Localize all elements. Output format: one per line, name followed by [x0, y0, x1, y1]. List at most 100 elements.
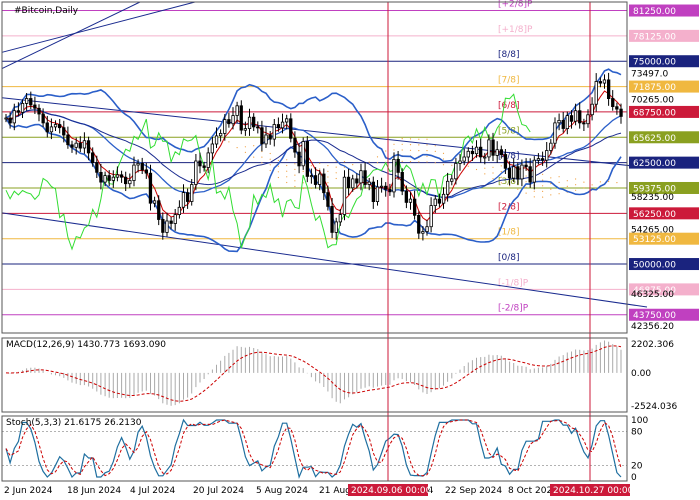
- price-tag-box: [629, 283, 699, 296]
- cloud-dot: [542, 179, 544, 181]
- cloud-dot: [500, 171, 502, 173]
- candle-body: [569, 115, 574, 122]
- candle-body: [95, 162, 99, 173]
- candle-body: [161, 218, 165, 233]
- candle-body: [82, 140, 87, 149]
- cloud-dot: [599, 181, 602, 183]
- candle-body: [247, 116, 252, 129]
- cloud-dot: [253, 145, 255, 147]
- candle-body: [499, 149, 504, 155]
- stoch-tick-label: 20: [631, 462, 643, 472]
- candle-body: [573, 110, 578, 122]
- panel-frame: [1, 337, 628, 413]
- candle-body: [338, 214, 343, 223]
- time-marker-box: [348, 484, 428, 496]
- candle-body: [20, 103, 25, 113]
- cloud-dot: [302, 187, 304, 190]
- price-tag: 53125.00: [633, 235, 676, 245]
- trendline-upper: [1, 97, 648, 168]
- candle-body: [441, 193, 446, 204]
- murrey-label: [6/8]: [498, 101, 520, 111]
- candle-body: [379, 185, 384, 188]
- cloud-dot: [343, 161, 346, 163]
- macd-tick-label: -2524.036: [631, 402, 677, 412]
- candle-body: [140, 162, 144, 171]
- cloud-dot: [475, 168, 478, 171]
- cloud-dot: [566, 185, 568, 187]
- stochastic-plot: [2, 418, 627, 479]
- candle-body: [408, 198, 413, 203]
- candle-body: [346, 176, 351, 189]
- price-tag-box: [629, 4, 699, 17]
- price-tick-label: 73497.0: [631, 69, 668, 79]
- cloud-dot: [550, 194, 552, 196]
- cloud-dot: [434, 150, 436, 152]
- cloud-dot: [385, 150, 387, 152]
- candle-body: [520, 164, 524, 180]
- cloud-dot: [575, 178, 577, 180]
- cloud-dot: [558, 193, 560, 195]
- candle-body: [330, 205, 334, 233]
- cloud-dot: [294, 185, 296, 188]
- candle-body: [243, 128, 248, 131]
- cloud-dot: [616, 182, 618, 184]
- price-tag: 59375.00: [633, 184, 676, 194]
- macd-plot: [5, 340, 622, 406]
- candle-body: [53, 124, 58, 128]
- candle-body: [611, 98, 615, 108]
- candle-body: [12, 110, 16, 124]
- candle-body: [194, 160, 198, 185]
- candle-body: [594, 81, 598, 105]
- candle-body: [549, 142, 553, 151]
- cloud-dot: [525, 175, 527, 177]
- cloud-dot: [236, 147, 238, 149]
- cloud-dot: [277, 159, 279, 162]
- bollinger-lower: [5, 117, 622, 253]
- price-tag: 65625.00: [633, 134, 676, 144]
- time-tick-label: 8 Oct 2024: [508, 486, 558, 496]
- price-tick-label: 54265.00: [631, 225, 674, 235]
- candle-body: [450, 178, 454, 182]
- candle-body: [177, 206, 182, 216]
- candle-body: [317, 173, 322, 185]
- cloud-dot: [261, 156, 263, 158]
- trendline-steep-2: [1, 1, 141, 69]
- candle-body: [276, 124, 281, 129]
- candle-body: [218, 132, 223, 137]
- panel-frame: [1, 1, 628, 334]
- cloud-dot: [327, 165, 329, 167]
- candle-body: [148, 172, 153, 204]
- time-tick-label: 2 Jun 2024: [4, 486, 53, 496]
- murrey-label: [-2/8]P: [498, 304, 529, 314]
- cloud-dot: [310, 165, 312, 167]
- candle-body: [565, 115, 569, 129]
- candle-body: [553, 122, 557, 144]
- cloud-dot: [509, 185, 511, 187]
- murrey-label: [7/8]: [498, 76, 520, 86]
- price-tag-box: [629, 55, 699, 68]
- candle-body: [400, 171, 404, 192]
- cloud-dot: [401, 160, 403, 162]
- candle-body: [235, 105, 239, 116]
- candle-body: [289, 118, 293, 139]
- candle-body: [227, 119, 231, 125]
- cloud-dot: [269, 158, 271, 160]
- murrey-label: [4/8]: [498, 152, 520, 162]
- cloud-dot: [442, 158, 445, 160]
- cloud-dot: [451, 164, 453, 166]
- candle-body: [74, 142, 78, 148]
- murrey-label: [-1/8]P: [498, 278, 529, 288]
- time-tick-label: 22 Sep 2024: [445, 486, 502, 496]
- candle-body: [412, 198, 417, 216]
- stoch-tick-label: 80: [631, 427, 643, 437]
- candle-body: [214, 135, 219, 145]
- candle-body: [454, 162, 458, 180]
- cloud-dot: [228, 141, 230, 143]
- cloud-dot: [261, 162, 263, 164]
- candle-body: [342, 176, 347, 215]
- stoch-tick-label: 0: [631, 473, 637, 483]
- murrey-label: [5/8]: [498, 126, 520, 136]
- candle-body: [466, 150, 470, 158]
- candle-body: [404, 190, 409, 203]
- candle-body: [421, 231, 425, 234]
